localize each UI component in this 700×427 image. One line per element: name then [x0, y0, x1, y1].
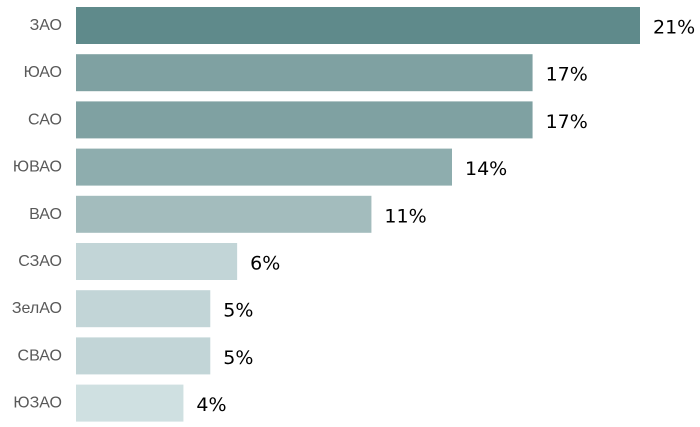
- category-label: ЮАО: [24, 64, 62, 81]
- value-label: 5%: [223, 300, 253, 322]
- value-label: 14%: [465, 158, 507, 180]
- bar-8: [76, 337, 211, 375]
- bar-7: [76, 290, 211, 328]
- bars-group: [76, 7, 640, 422]
- category-label: ЗАО: [30, 17, 62, 34]
- category-label: ВАО: [29, 206, 62, 223]
- value-label: 4%: [196, 394, 226, 416]
- bar-9: [76, 384, 184, 422]
- value-label: 5%: [223, 347, 253, 369]
- bar-4: [76, 148, 452, 186]
- bar-2: [76, 54, 533, 92]
- value-label: 17%: [546, 64, 588, 86]
- value-label: 6%: [250, 253, 280, 275]
- category-labels-group: ЗАО ЮАО САО ЮВАО ВАО СЗАО ЗелАО СВАО ЮЗАО: [12, 17, 62, 412]
- category-label: САО: [28, 111, 62, 128]
- category-label: ЗелАО: [12, 300, 62, 317]
- bar-1: [76, 7, 640, 44]
- value-labels-group: 21% 17% 17% 14% 11% 6% 5% 5% 4%: [196, 17, 695, 417]
- value-label: 11%: [384, 205, 426, 227]
- category-label: СВАО: [18, 347, 62, 364]
- bar-3: [76, 101, 533, 139]
- bar-6: [76, 243, 238, 280]
- category-label: ЮВАО: [13, 159, 62, 176]
- value-label: 17%: [546, 111, 588, 133]
- value-label: 21%: [653, 17, 695, 39]
- category-label: СЗАО: [18, 253, 62, 270]
- category-label: ЮЗАО: [13, 395, 62, 412]
- bar-5: [76, 195, 372, 233]
